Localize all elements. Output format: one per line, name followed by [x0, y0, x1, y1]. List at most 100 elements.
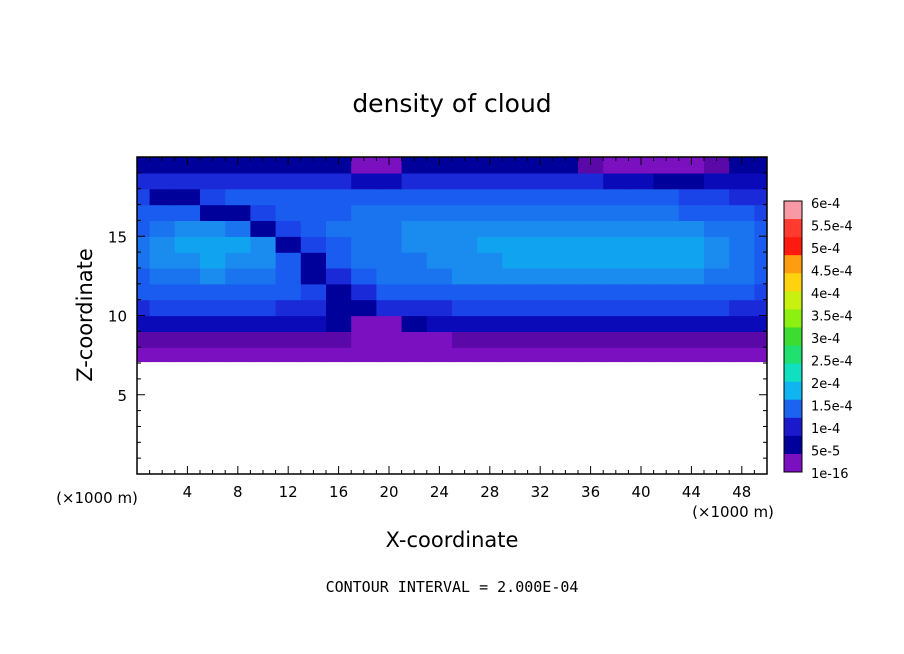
x-tick-label: 28: [480, 483, 499, 501]
heatmap-cell: [502, 220, 529, 237]
heatmap-cell: [754, 252, 767, 269]
heatmap-cell: [603, 347, 629, 363]
colorbar-swatch: [784, 201, 802, 220]
heatmap-cell: [704, 172, 730, 190]
heatmap-cell: [578, 252, 604, 269]
heatmap-cell: [678, 252, 705, 269]
heatmap-cell: [527, 236, 554, 253]
heatmap-cell: [300, 267, 327, 285]
heatmap-cell: [552, 252, 579, 269]
heatmap-cell: [300, 172, 327, 190]
heatmap-cell: [603, 252, 629, 269]
heatmap-cell: [603, 299, 629, 317]
heatmap-cell: [477, 157, 503, 174]
colorbar-swatch: [784, 255, 802, 274]
heatmap-cell: [401, 236, 428, 253]
heatmap-cell: [653, 236, 680, 253]
heatmap-cell: [174, 299, 201, 317]
heatmap-cell: [351, 157, 377, 174]
colorbar-swatch: [784, 345, 802, 364]
heatmap-cell: [628, 157, 655, 174]
heatmap-cell: [653, 331, 680, 348]
heatmap-cell: [351, 172, 377, 190]
heatmap-cell: [678, 236, 705, 253]
heatmap-cell: [452, 347, 478, 363]
heatmap-cell: [603, 315, 629, 332]
heatmap-cell: [653, 252, 680, 269]
heatmap-cell: [376, 172, 403, 190]
heatmap-cell: [502, 283, 529, 301]
x-tick-label: 36: [581, 483, 600, 501]
heatmap-cell: [552, 236, 579, 253]
heatmap-cell: [174, 283, 201, 301]
heatmap-cells: [137, 157, 767, 363]
heatmap-cell: [603, 172, 629, 190]
heatmap-cell: [704, 331, 730, 348]
heatmap-cell: [552, 299, 579, 317]
heatmap-cell: [628, 220, 655, 237]
x-tick-label: 32: [531, 483, 550, 501]
x-unit-label-left: (×1000 m): [56, 489, 138, 507]
heatmap-cell: [326, 283, 352, 301]
heatmap-cell: [729, 331, 755, 348]
heatmap-cell: [477, 220, 503, 237]
heatmap-cell: [351, 299, 377, 317]
heatmap-cell: [628, 252, 655, 269]
heatmap-cell: [452, 188, 478, 206]
heatmap-cell: [275, 347, 302, 363]
heatmap-cell: [502, 347, 529, 363]
heatmap-cell: [326, 331, 352, 348]
heatmap-cell: [351, 252, 377, 269]
heatmap-cell: [452, 220, 478, 237]
colorbar-swatch: [784, 363, 802, 383]
colorbar-labels: 6e-4 5.5e-4 5e-4 4.5e-4 4e-4 3.5e-4 3e-4 2.5e-4…: [811, 197, 853, 482]
heatmap-cell: [351, 267, 377, 285]
heatmap-cell: [225, 315, 251, 332]
heatmap-cell: [552, 172, 579, 190]
heatmap-cell: [452, 157, 478, 174]
heatmap-cell: [653, 315, 680, 332]
heatmap-cell: [200, 220, 226, 237]
heatmap-cell: [552, 204, 579, 221]
heatmap-cell: [326, 188, 352, 206]
heatmap-cell: [754, 157, 767, 174]
heatmap-cell: [137, 204, 151, 221]
heatmap-cell: [401, 267, 428, 285]
heatmap-cell: [174, 220, 201, 237]
heatmap-cell: [477, 299, 503, 317]
heatmap-cell: [754, 220, 767, 237]
heatmap-cell: [477, 347, 503, 363]
colorbar-swatch: [784, 453, 802, 473]
heatmap-cell: [225, 204, 251, 221]
heatmap-cell: [754, 188, 767, 206]
heatmap-cell: [477, 204, 503, 221]
heatmap-cell: [401, 252, 428, 269]
heatmap-cell: [250, 315, 277, 332]
heatmap-cell: [704, 252, 730, 269]
heatmap-cell: [452, 172, 478, 190]
heatmap-cell: [275, 157, 302, 174]
heatmap-cell: [754, 267, 767, 285]
y-axis-label: Z-coordinate: [73, 248, 97, 382]
heatmap-cell: [225, 347, 251, 363]
heatmap-cell: [426, 331, 453, 348]
colorbar-label: 5e-5: [811, 445, 840, 460]
colorbar-label: 4e-4: [811, 287, 840, 302]
heatmap-cell: [678, 331, 705, 348]
heatmap-cell: [401, 188, 428, 206]
heatmap-cell: [603, 283, 629, 301]
heatmap-cell: [376, 267, 403, 285]
colorbar-label: 2e-4: [811, 377, 840, 392]
heatmap-cell: [149, 299, 176, 317]
heatmap-cell: [326, 267, 352, 285]
heatmap-cell: [376, 157, 403, 174]
heatmap-cell: [426, 315, 453, 332]
x-tick-label: 44: [682, 483, 701, 501]
heatmap-cell: [376, 315, 403, 332]
heatmap-cell: [678, 315, 705, 332]
heatmap-cell: [351, 188, 377, 206]
heatmap-cell: [174, 236, 201, 253]
heatmap-cell: [200, 299, 226, 317]
heatmap-cell: [275, 315, 302, 332]
